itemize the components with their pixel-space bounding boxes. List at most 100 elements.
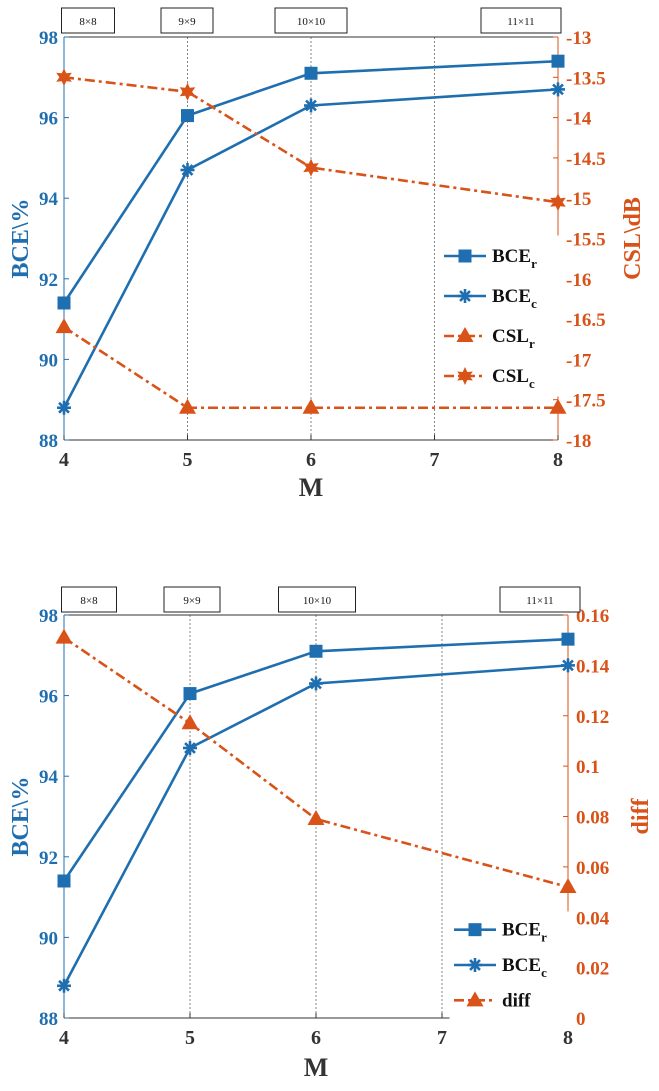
- data-point-bce-c-stroke: [562, 659, 574, 672]
- data-point-bce-r: [561, 632, 575, 646]
- x-tick-label: 7: [437, 1027, 447, 1049]
- data-point-csl-r: [549, 398, 567, 414]
- x-tick-label: 8: [553, 449, 563, 471]
- series-line-bce-r: [62, 637, 569, 882]
- size-label: 10×10: [303, 595, 332, 607]
- series-line-bce-r: [62, 59, 559, 304]
- legend-marker-bce-r: [468, 923, 482, 937]
- data-point-csl-c: [56, 68, 72, 87]
- data-point-bce-c-stroke: [184, 742, 196, 754]
- data-point-csl-c: [303, 158, 319, 177]
- data-point-bce-c-stroke: [310, 677, 322, 690]
- y-tick-label: 90: [39, 928, 58, 949]
- chart-1: 88 90 92 94 96 98 -18 -17.5 -17 -16.5 -16 -15.5 -15 -…: [8, 7, 646, 502]
- legend-label-bce-c: BCEc: [502, 955, 547, 980]
- x-tick-label: 4: [59, 1027, 69, 1049]
- data-point-bce-c: [309, 676, 323, 691]
- size-label-box: [480, 7, 562, 34]
- y2-axis-label: CSL\dB: [620, 197, 646, 280]
- y-tick-label: 94: [39, 767, 59, 788]
- data-point-bce-c: [57, 400, 71, 415]
- y-tick-label: 94: [39, 189, 59, 210]
- data-point-diff: [181, 714, 199, 730]
- x-tick-label: 5: [185, 1027, 195, 1049]
- y2-tick-label: -16: [566, 270, 591, 291]
- y2-tick-label: -15: [566, 189, 591, 210]
- size-label: 11×11: [507, 16, 534, 28]
- y2-tick-label: 0.02: [576, 959, 609, 980]
- legend-label-diff: diff: [502, 990, 531, 1011]
- y-tick-label: 98: [39, 28, 58, 49]
- y2-tick-label: 0.1: [576, 757, 600, 778]
- legend-subscript: r: [529, 336, 535, 351]
- legend-name: BCE: [502, 955, 541, 976]
- data-point-csl-r: [302, 398, 320, 414]
- y-tick-label: 90: [39, 350, 58, 371]
- data-point-bce-c: [180, 162, 195, 177]
- data-point-bce-c: [57, 978, 71, 993]
- data-point-bce-r: [309, 644, 323, 658]
- size-label: 10×10: [297, 16, 326, 28]
- legend-subscript: c: [529, 376, 535, 391]
- y-tick-label: 88: [39, 1009, 58, 1030]
- legend-name: CSL: [492, 366, 529, 387]
- legend-name: CSL: [492, 326, 529, 347]
- data-point-bce-c-stroke: [552, 83, 564, 96]
- legend-name: BCE: [502, 920, 541, 941]
- data-point-bce-c-stroke: [58, 401, 70, 414]
- y2-tick-label: 0: [576, 1009, 586, 1030]
- data-point-csl-r: [179, 398, 196, 414]
- chart-2: 88 90 92 94 96 98 0 0.02 0.04 0.06 0.08 0.1 0.12 0.14…: [8, 586, 654, 1082]
- series-line-bce-c: [62, 664, 569, 987]
- legend-subscript: c: [541, 965, 547, 980]
- size-label-box: [499, 586, 581, 613]
- y2-tick-label: -15.5: [566, 230, 606, 251]
- legend-marker-bce-c: [468, 958, 482, 972]
- x-tick-label: 6: [311, 1027, 321, 1049]
- size-label-box: [61, 586, 117, 613]
- size-label-box: [278, 586, 356, 613]
- legend-label-bce-r: BCEr: [492, 246, 537, 271]
- y2-tick-label: 0.08: [576, 808, 609, 829]
- data-point-bce-c: [561, 658, 575, 673]
- legend-name: BCE: [492, 246, 531, 267]
- data-point-bce-c-stroke: [58, 979, 70, 992]
- legend-marker-bce-c-stroke: [469, 959, 481, 971]
- size-label-box: [274, 7, 348, 34]
- legend-marker-bce-c-stroke: [459, 290, 471, 302]
- x-tick-label: 5: [183, 449, 193, 471]
- x-tick-label: 6: [306, 449, 316, 471]
- size-label: 8×8: [79, 16, 97, 28]
- data-point-bce-c: [183, 740, 197, 755]
- y2-tick-label: -14.5: [566, 149, 606, 170]
- series-line-diff: [63, 636, 569, 889]
- size-label-box: [163, 586, 221, 613]
- y2-tick-label: -13: [566, 28, 591, 49]
- data-point-bce-r: [57, 296, 71, 310]
- data-point-bce-r: [551, 54, 565, 68]
- x-axis-label: M: [304, 1053, 329, 1082]
- x-tick-label: 8: [563, 1027, 573, 1049]
- data-point-csl-r: [55, 318, 73, 334]
- series-line-csl-r: [63, 326, 558, 410]
- size-label-box: [160, 7, 214, 34]
- y2-tick-label: 0.16: [576, 606, 609, 627]
- y2-tick-label: -14: [566, 109, 592, 130]
- data-point-diff: [55, 628, 73, 644]
- size-label: 9×9: [178, 16, 196, 28]
- data-point-diff: [307, 810, 325, 826]
- data-point-bce-c: [304, 98, 318, 113]
- data-point-bce-r: [181, 109, 194, 123]
- y2-tick-label: 0.06: [576, 858, 609, 879]
- legend-marker-csl-c: [457, 367, 473, 385]
- y-tick-label: 92: [39, 270, 58, 291]
- x-tick-label: 7: [430, 449, 440, 471]
- data-point-csl-c: [550, 193, 566, 212]
- y-tick-label: 98: [39, 606, 58, 627]
- legend-name: diff: [502, 990, 531, 1011]
- y-axis-label: BCE\%: [8, 198, 34, 278]
- data-point-bce-r: [183, 687, 197, 701]
- y-tick-label: 96: [39, 687, 58, 708]
